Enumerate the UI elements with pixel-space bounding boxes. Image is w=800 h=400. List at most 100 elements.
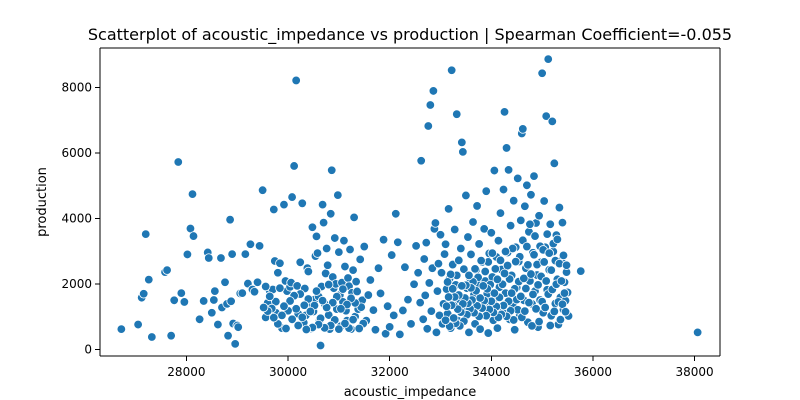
scatter-point bbox=[542, 229, 552, 239]
scatter-point bbox=[463, 232, 473, 242]
scatter-point bbox=[549, 306, 560, 317]
scatter-point bbox=[285, 296, 295, 306]
scatter-point bbox=[375, 288, 386, 299]
scatter-point bbox=[395, 329, 405, 340]
scatter-point bbox=[370, 325, 381, 335]
scatter-point bbox=[416, 156, 426, 166]
x-ticks: 28000 30000 32000 34000 36000 38000 bbox=[167, 356, 714, 379]
chart-title: Scatterplot of acoustic_impedance vs pro… bbox=[88, 25, 732, 45]
scatter-point bbox=[522, 180, 532, 190]
scatter-point bbox=[348, 314, 358, 325]
scatter-point bbox=[541, 276, 551, 286]
scatter-point bbox=[432, 286, 443, 296]
scatter-point bbox=[413, 268, 423, 278]
scatter-point bbox=[188, 231, 199, 241]
scatter-point bbox=[321, 243, 332, 254]
scatter-point bbox=[531, 304, 541, 314]
scatter-point bbox=[380, 329, 391, 339]
scatter-point bbox=[505, 220, 516, 231]
scatter-point bbox=[436, 268, 447, 278]
scatter-point bbox=[441, 301, 452, 311]
scatter-point bbox=[389, 310, 399, 321]
scatter-point bbox=[269, 312, 279, 323]
scatter-point bbox=[489, 165, 500, 176]
scatter-point bbox=[489, 288, 500, 298]
scatter-point bbox=[322, 260, 333, 270]
scatter-point bbox=[162, 265, 172, 275]
scatter-point bbox=[499, 107, 510, 117]
scatter-point bbox=[179, 297, 190, 307]
scatter-point bbox=[447, 284, 458, 294]
scatter-point bbox=[421, 237, 431, 248]
scatter-point bbox=[549, 158, 560, 169]
scatter-point bbox=[470, 264, 480, 274]
scatter-point bbox=[237, 288, 247, 298]
scatter-point bbox=[415, 297, 425, 308]
scatter-point bbox=[518, 124, 528, 134]
scatter-point bbox=[166, 330, 176, 341]
scatter-point bbox=[265, 291, 275, 302]
scatter-point bbox=[545, 320, 555, 331]
scatter-point bbox=[273, 268, 283, 278]
scatter-point bbox=[289, 161, 299, 171]
scatter-point bbox=[495, 255, 506, 266]
scatter-point bbox=[328, 297, 338, 308]
scatter-point bbox=[297, 312, 307, 323]
scatter-point bbox=[210, 286, 220, 296]
scatter-point bbox=[430, 218, 441, 228]
scatter-point bbox=[398, 305, 408, 316]
scatter-point bbox=[213, 319, 223, 330]
scatter-point bbox=[521, 283, 531, 294]
data-points bbox=[116, 54, 703, 351]
scatter-point bbox=[493, 235, 504, 246]
scatter-point bbox=[354, 323, 364, 334]
scatter-point bbox=[464, 270, 474, 281]
scatter-point bbox=[541, 111, 551, 121]
scatter-point bbox=[509, 325, 520, 335]
scatter-point bbox=[539, 257, 549, 267]
scatter-point bbox=[546, 265, 556, 275]
scatter-point bbox=[291, 304, 301, 314]
scatter-point bbox=[480, 266, 490, 277]
scatter-point bbox=[543, 54, 553, 64]
scatter-point bbox=[279, 199, 289, 210]
scatter-point bbox=[209, 295, 219, 305]
scatter-point bbox=[303, 266, 314, 277]
scatter-point bbox=[433, 258, 444, 269]
scatter-point bbox=[454, 255, 464, 266]
scatter-point bbox=[443, 292, 454, 302]
scatter-point bbox=[230, 339, 240, 349]
scatter-point bbox=[501, 143, 512, 153]
scatter-point bbox=[558, 250, 569, 261]
scatter-point bbox=[511, 256, 521, 267]
scatter-point bbox=[559, 288, 570, 298]
scatter-point bbox=[297, 198, 307, 209]
scatter-point bbox=[520, 201, 530, 211]
scatter-point bbox=[173, 157, 183, 167]
scatter-point bbox=[291, 75, 301, 86]
scatter-point bbox=[435, 230, 446, 240]
scatter-point bbox=[194, 314, 205, 325]
scatter-point bbox=[351, 276, 361, 287]
scatter-point bbox=[475, 324, 485, 334]
scatter-point bbox=[391, 209, 401, 219]
scatter-point bbox=[334, 324, 344, 334]
scatter-point bbox=[139, 289, 149, 299]
y-axis-label: production bbox=[35, 167, 50, 237]
scatter-point bbox=[275, 258, 285, 268]
y-tick-label: 0 bbox=[84, 342, 92, 356]
scatter-point bbox=[340, 261, 350, 272]
scatter-point bbox=[457, 137, 467, 148]
scatter-point bbox=[529, 171, 539, 181]
scatter-point bbox=[440, 239, 451, 249]
scatter-point bbox=[526, 269, 536, 279]
scatter-point bbox=[409, 279, 419, 289]
scatter-point bbox=[431, 327, 442, 338]
scatter-point bbox=[299, 300, 309, 310]
scatter-point bbox=[428, 86, 439, 96]
scatter-point bbox=[464, 327, 474, 338]
scatter-point bbox=[279, 301, 289, 311]
scatter-point bbox=[311, 286, 322, 296]
scatter-point bbox=[257, 185, 268, 195]
